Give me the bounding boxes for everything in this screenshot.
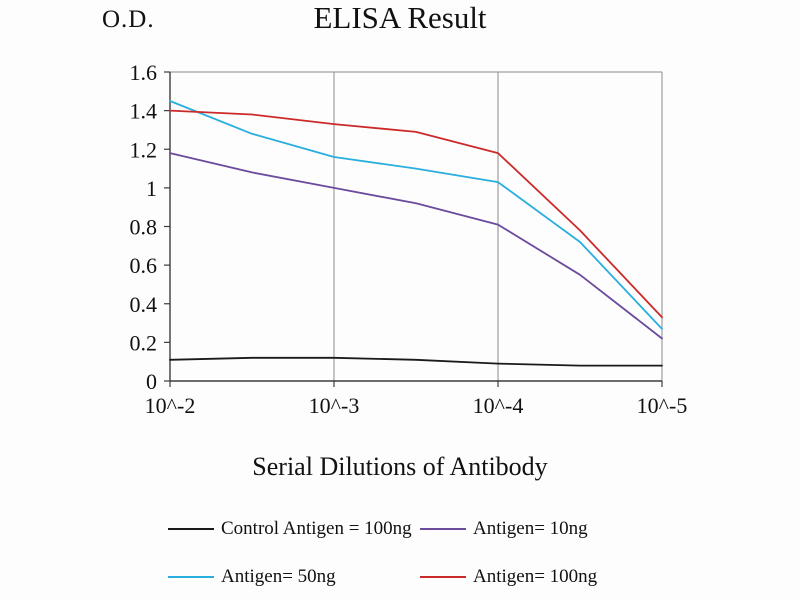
series-line-3 (169, 109, 663, 319)
y-tick-label-6: 1.2 (130, 137, 158, 162)
legend-swatch-control-antigen (168, 528, 214, 530)
legend-item-control-antigen: Control Antigen = 100ng (168, 518, 420, 540)
y-tick-label-5: 1 (146, 176, 157, 201)
y-tick-label-1: 0.2 (130, 330, 158, 355)
legend-item-antigen-100ng: Antigen= 100ng (420, 566, 708, 588)
series-line-0 (169, 356, 663, 367)
x-tick-label-3: 10^-5 (637, 393, 688, 418)
legend-item-antigen-10ng: Antigen= 10ng (420, 518, 708, 540)
legend-swatch-antigen-50ng (168, 576, 214, 578)
y-axis-title: O.D. (102, 6, 155, 33)
elisa-line-chart: 0 0.2 0.4 0.6 0.8 1 1.2 1.4 1.6 10^-2 10^-3 10^-4 10… (130, 60, 688, 418)
y-tick-label-3: 0.6 (130, 253, 158, 278)
legend-item-antigen-50ng: Antigen= 50ng (168, 566, 420, 588)
x-tick-label-1: 10^-3 (309, 393, 360, 418)
legend-label-antigen-100ng: Antigen= 100ng (473, 566, 598, 587)
y-tick-label-2: 0.4 (130, 292, 158, 317)
legend-label-antigen-10ng: Antigen= 10ng (473, 518, 588, 539)
y-tick-label-7: 1.4 (130, 99, 158, 124)
x-tick-label-0: 10^-2 (145, 393, 196, 418)
y-tick-label-8: 1.6 (130, 60, 158, 85)
chart-legend: Control Antigen = 100ng Antigen= 10ng An… (168, 518, 708, 588)
y-tick-label-4: 0.8 (130, 215, 158, 240)
legend-label-antigen-50ng: Antigen= 50ng (221, 566, 336, 587)
series-line-1 (169, 152, 663, 340)
chart-title: ELISA Result (313, 0, 487, 35)
legend-swatch-antigen-10ng (420, 528, 466, 530)
legend-swatch-antigen-100ng (420, 576, 466, 578)
legend-label-control-antigen: Control Antigen = 100ng (221, 518, 412, 539)
x-tick-label-2: 10^-4 (473, 393, 524, 418)
series-line-2 (169, 100, 663, 330)
x-axis-title: Serial Dilutions of Antibody (252, 452, 548, 481)
y-tick-label-0: 0 (146, 369, 157, 394)
